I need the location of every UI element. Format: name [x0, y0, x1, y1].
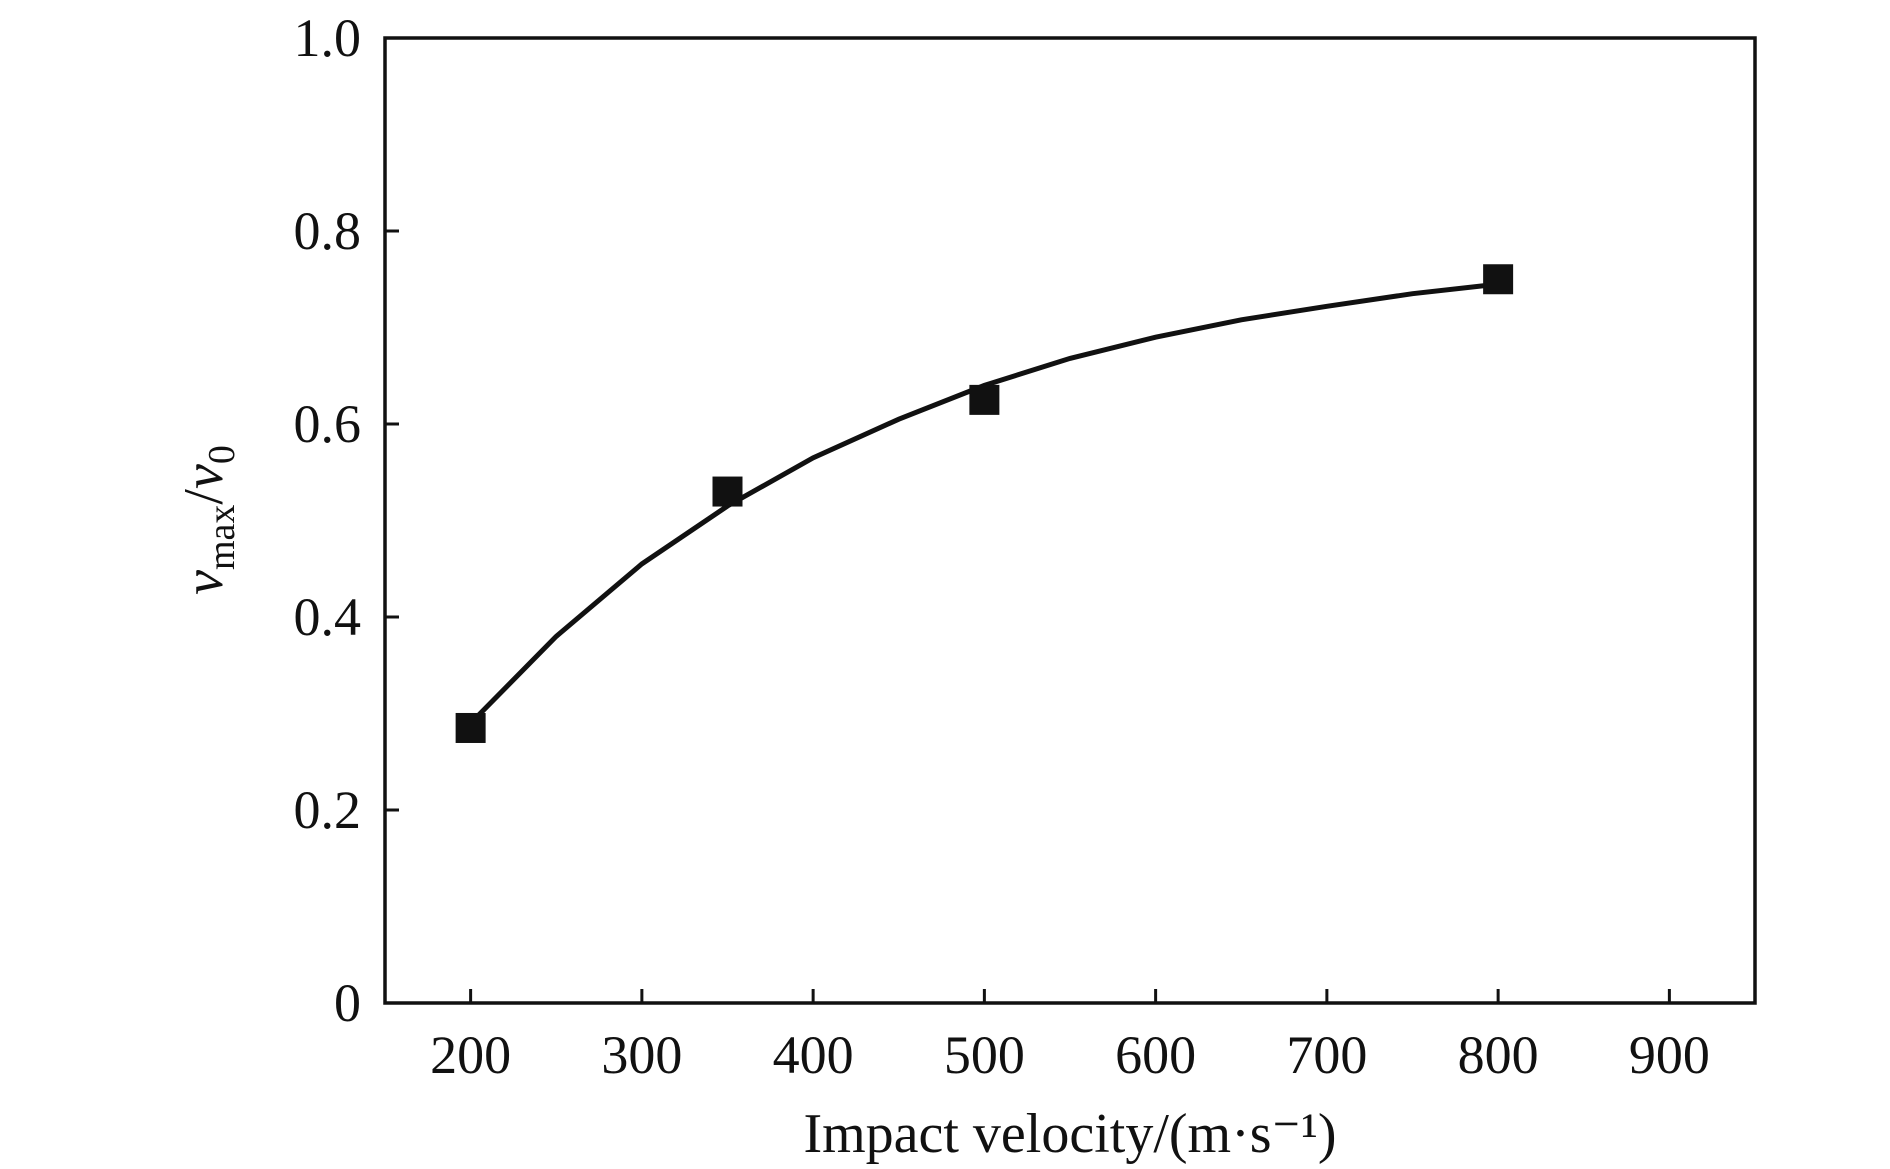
data-point-square: [969, 384, 1000, 415]
x-tick-label: 700: [1286, 1025, 1367, 1085]
x-axis-title: Impact velocity/(m·s⁻¹): [803, 1103, 1336, 1165]
y-tick-label: 0: [334, 973, 361, 1033]
data-point-square: [455, 712, 486, 743]
y-tick-label: 0.4: [294, 587, 362, 647]
y-axis-ticks: 0 0.2 0.4 0.6 0.8 1.0: [294, 8, 399, 1033]
fit-curve: [468, 281, 1499, 725]
y-axis-title-sub2: 0: [201, 445, 243, 464]
y-tick-label: 0.8: [294, 201, 362, 261]
y-axis-title-sub1: max: [201, 505, 243, 570]
y-axis-title-slash: /: [173, 489, 235, 505]
x-tick-label: 500: [944, 1025, 1025, 1085]
y-tick-label: 1.0: [294, 8, 362, 68]
x-tick-label: 600: [1115, 1025, 1196, 1085]
y-axis-title-v2: v: [173, 464, 235, 489]
y-tick-label: 0.2: [294, 780, 362, 840]
x-tick-label: 800: [1458, 1025, 1539, 1085]
y-axis-title: vmax/v0: [173, 445, 243, 595]
series-layer: [455, 264, 1514, 743]
y-tick-label: 0.6: [294, 394, 362, 454]
data-point-square: [1483, 264, 1514, 295]
x-tick-label: 400: [773, 1025, 854, 1085]
x-tick-label: 200: [430, 1025, 511, 1085]
y-axis-title-v1: v: [173, 570, 235, 595]
data-point-square: [712, 476, 743, 507]
plot-frame: [383, 36, 1757, 1005]
x-tick-label: 300: [601, 1025, 682, 1085]
x-tick-label: 900: [1629, 1025, 1710, 1085]
x-axis-ticks: 200 300 400 500 600 700 800 900: [430, 989, 1710, 1085]
